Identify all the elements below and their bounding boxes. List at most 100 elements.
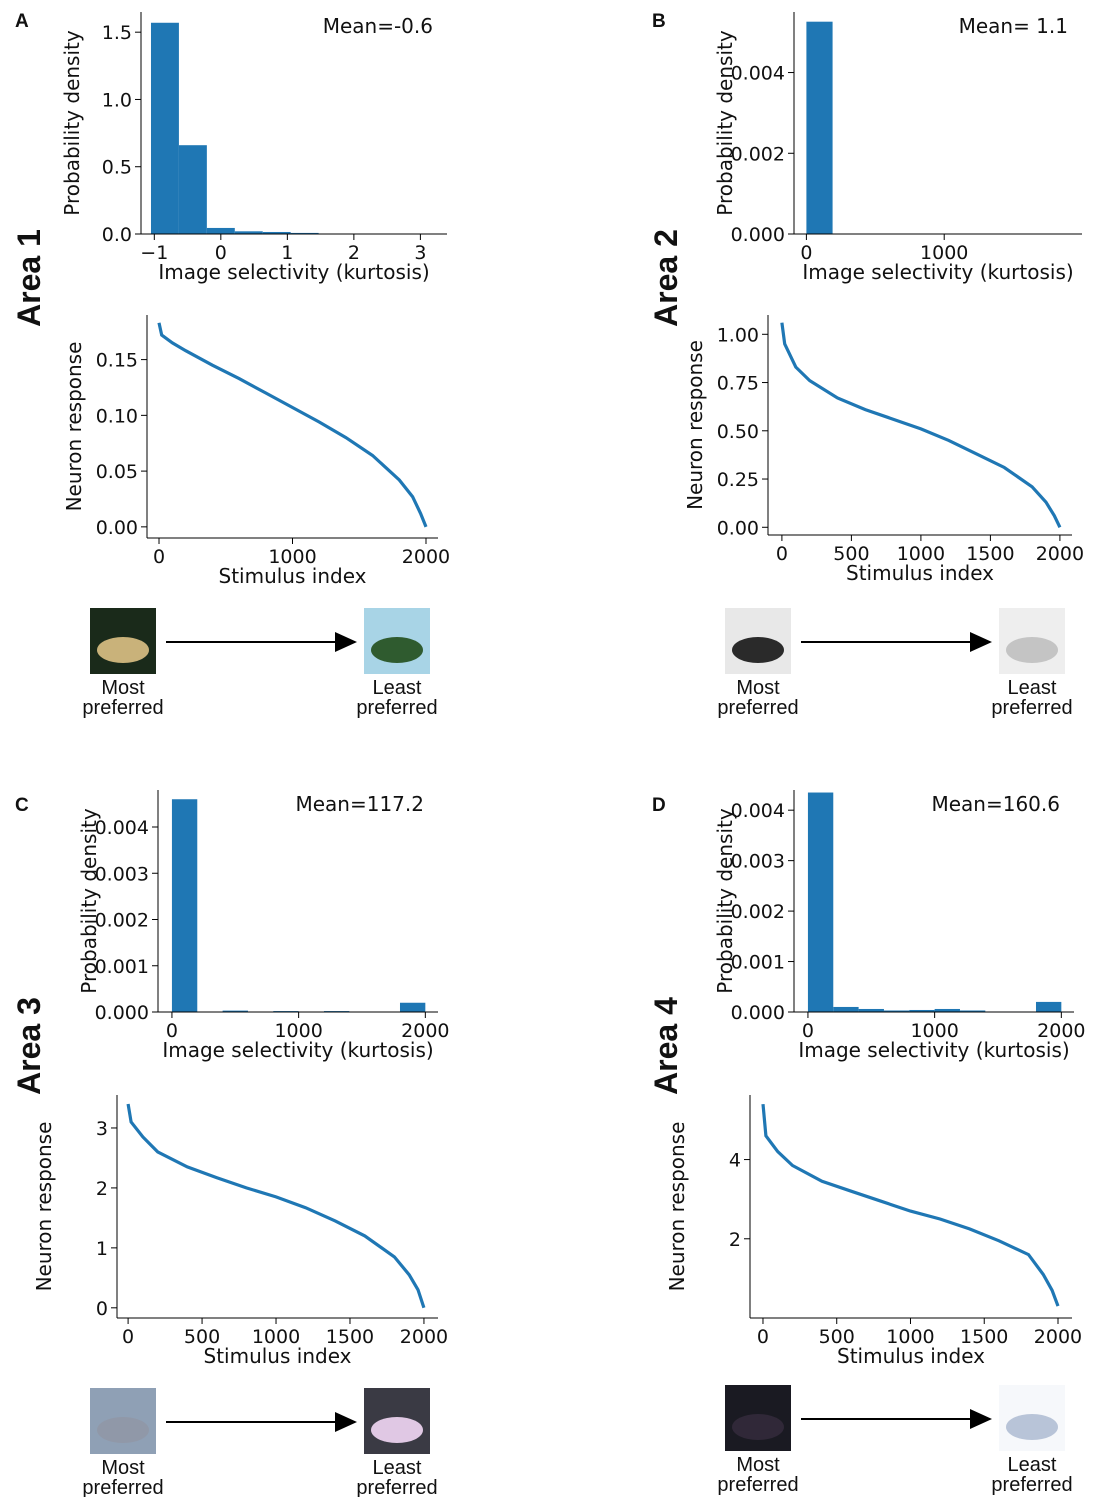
x-axis-label: Stimulus index	[837, 1344, 985, 1368]
annotation: Mean= 1.1	[959, 14, 1068, 38]
y-tick-label: 2	[96, 1178, 108, 1200]
x-tick-label: 1500	[960, 1326, 1008, 1348]
stimulus-object	[1006, 637, 1058, 663]
y-tick-label: 0.15	[96, 350, 138, 372]
chart: 0 1000 2000 0.000 0.001 0.002 0.003 0.004 Image …	[713, 790, 1086, 1062]
annotation: Mean=117.2	[295, 792, 424, 816]
x-tick-label: 1000	[252, 1326, 300, 1348]
y-axis-label: Neuron response	[665, 1122, 689, 1292]
x-tick-label: 0	[153, 546, 165, 568]
most-caption: preferred	[717, 1474, 798, 1496]
bar	[178, 145, 207, 234]
y-tick-label: 0.25	[717, 469, 759, 491]
bar	[171, 799, 198, 1012]
x-tick-label: 0	[166, 1020, 178, 1042]
x-tick-label: 2	[348, 242, 360, 264]
x-tick-label: 0	[122, 1326, 134, 1348]
stimulus-object	[732, 1414, 784, 1440]
y-tick-label: 0.003	[731, 851, 785, 873]
y-tick-label: 0.05	[96, 461, 138, 483]
x-tick-label: 2000	[400, 1326, 448, 1348]
least-caption: preferred	[356, 1477, 437, 1497]
y-axis-label: Probability density	[713, 30, 737, 216]
x-axis-label: Stimulus index	[846, 561, 994, 585]
line	[126, 1103, 426, 1309]
x-tick-label: 1000	[920, 242, 968, 264]
least-caption: Least	[1008, 677, 1057, 699]
y-tick-label: 0.001	[95, 956, 149, 978]
y-tick-label: 0.10	[96, 405, 138, 427]
y-axis-label: Probability density	[77, 808, 101, 994]
panel-letter: D	[652, 795, 666, 816]
bar	[858, 1008, 884, 1012]
y-axis-label: Neuron response	[62, 342, 86, 512]
area-label: Area 1	[11, 229, 47, 327]
x-axis-label: Image selectivity (kurtosis)	[162, 1038, 433, 1062]
y-tick-label: 0.00	[717, 517, 759, 539]
x-tick-label: 1500	[966, 543, 1014, 565]
chart: −1 0 1 2 3 0.0 0.5 1.0 1.5 Image selectivity (kur…	[60, 12, 447, 284]
x-tick-label: 1500	[326, 1326, 374, 1348]
x-tick-label: 500	[184, 1326, 220, 1348]
y-axis-label: Neuron response	[683, 340, 707, 510]
x-tick-label: 2000	[1034, 1326, 1082, 1348]
y-tick-label: 0.004	[731, 800, 785, 822]
stimulus-object	[371, 1417, 423, 1443]
stimulus-object	[371, 637, 423, 663]
y-tick-label: 2	[729, 1229, 741, 1251]
least-caption: Least	[1008, 1454, 1057, 1476]
x-tick-label: 1000	[897, 543, 945, 565]
least-caption: preferred	[991, 1474, 1072, 1496]
y-tick-label: 1	[96, 1238, 108, 1260]
y-tick-label: 1.5	[102, 22, 132, 44]
x-tick-label: 500	[819, 1326, 855, 1348]
least-caption: Least	[373, 677, 422, 699]
chart: 0 500 1000 1500 2000 2 4 Stimulus index Neuron r…	[665, 1095, 1082, 1368]
y-tick-label: 3	[96, 1118, 108, 1140]
y-tick-label: 1.00	[717, 324, 759, 346]
x-axis-label: Image selectivity (kurtosis)	[802, 260, 1073, 284]
bar	[833, 1006, 859, 1012]
y-tick-label: 0.000	[95, 1002, 149, 1024]
y-tick-label: 0.00	[96, 517, 138, 539]
x-tick-label: 0	[215, 242, 227, 264]
bar	[262, 231, 291, 234]
bar	[222, 1010, 248, 1012]
bar	[150, 22, 179, 234]
x-tick-label: 1	[281, 242, 293, 264]
x-tick-label: 0	[802, 1020, 814, 1042]
annotation: Mean=-0.6	[323, 14, 433, 38]
x-tick-label: 2000	[1036, 543, 1084, 565]
y-tick-label: 0.002	[731, 143, 785, 165]
x-tick-label: 3	[414, 242, 426, 264]
line	[761, 1103, 1060, 1307]
stimulus-object	[732, 637, 784, 663]
bar	[1035, 1001, 1062, 1012]
y-tick-label: 0.0	[102, 224, 132, 246]
x-tick-label: 500	[833, 543, 869, 565]
bar	[807, 792, 834, 1012]
panel-letter: B	[652, 11, 666, 32]
bar	[883, 1010, 910, 1012]
panel-letter: C	[15, 795, 29, 816]
y-axis-label: Probability density	[60, 30, 84, 216]
line	[780, 322, 1062, 528]
x-axis-label: Image selectivity (kurtosis)	[158, 260, 429, 284]
line	[157, 322, 428, 528]
most-caption: Most	[101, 677, 145, 699]
y-tick-label: 4	[729, 1150, 741, 1172]
x-tick-label: 1000	[886, 1326, 934, 1348]
x-tick-label: 2000	[401, 1020, 449, 1042]
bar	[399, 1002, 426, 1012]
most-caption: Most	[736, 1454, 780, 1476]
y-tick-label: 0.50	[717, 421, 759, 443]
y-tick-label: 0.001	[731, 952, 785, 974]
x-axis-label: Stimulus index	[219, 564, 367, 588]
x-tick-label: 2000	[402, 546, 450, 568]
y-tick-label: 0.004	[95, 817, 149, 839]
chart: 0 500 1000 1500 2000 0.00 0.25 0.50 0.75 1.00 Stim…	[683, 315, 1084, 585]
y-axis-label: Probability density	[713, 808, 737, 994]
y-tick-label: 0.000	[731, 224, 785, 246]
y-tick-label: 0.004	[731, 63, 785, 85]
